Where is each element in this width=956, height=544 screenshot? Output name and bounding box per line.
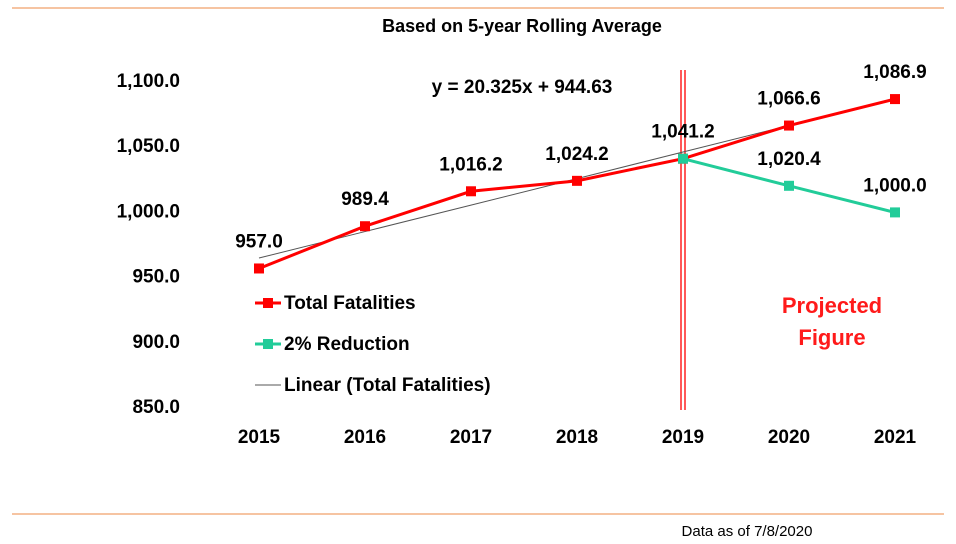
marker (784, 180, 794, 191)
legend-label: Total Fatalities (284, 293, 416, 314)
chart-title: Based on 5-year Rolling Average (382, 16, 662, 36)
marker (678, 153, 688, 164)
data-label: 1,000.0 (863, 175, 926, 196)
y-tick-label: 1,100.0 (117, 71, 180, 92)
data-label: 1,041.2 (651, 122, 714, 143)
legend-label: 2% Reduction (284, 334, 410, 355)
y-tick-label: 900.0 (132, 332, 180, 353)
x-tick-label: 2020 (768, 427, 810, 448)
marker (890, 207, 900, 218)
legend-marker (263, 339, 273, 349)
x-tick-label: 2015 (238, 427, 281, 448)
data-label: 1,016.2 (439, 154, 502, 175)
x-tick-label: 2019 (662, 427, 704, 448)
y-tick-label: 950.0 (132, 267, 180, 288)
projection-label: Projected (782, 293, 882, 318)
x-tick-label: 2018 (556, 427, 598, 448)
marker (466, 186, 476, 197)
legend-label: Linear (Total Fatalities) (284, 375, 491, 396)
projection-label: Figure (798, 325, 865, 350)
y-tick-label: 850.0 (132, 397, 180, 418)
x-tick-label: 2017 (450, 427, 492, 448)
marker (784, 120, 794, 131)
trendline-equation: y = 20.325x + 944.63 (432, 77, 613, 98)
x-tick-label: 2021 (874, 427, 917, 448)
legend-marker (263, 298, 273, 308)
data-label: 1,086.9 (863, 62, 926, 83)
footnote: Data as of 7/8/2020 (682, 523, 813, 540)
marker (254, 263, 264, 274)
data-label: 1,020.4 (757, 149, 821, 170)
marker (572, 175, 582, 186)
data-label: 1,024.2 (545, 144, 608, 165)
y-tick-label: 1,050.0 (117, 136, 180, 157)
data-label: 989.4 (341, 189, 389, 210)
x-tick-label: 2016 (344, 427, 386, 448)
data-label: 1,066.6 (757, 89, 820, 110)
y-tick-label: 1,000.0 (117, 201, 180, 222)
marker (360, 221, 370, 232)
data-label: 957.0 (235, 231, 283, 252)
marker (890, 94, 900, 105)
